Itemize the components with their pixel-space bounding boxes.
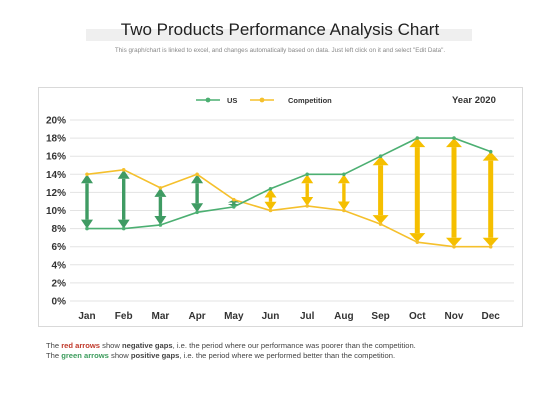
series-us-line-point xyxy=(452,136,456,140)
x-tick-label: Apr xyxy=(188,311,205,322)
x-tick-label: Aug xyxy=(334,311,353,322)
y-tick-label: 18% xyxy=(46,134,66,145)
footnote-green-arrows: green arrows xyxy=(61,351,109,360)
series-competition-line-point xyxy=(378,222,383,226)
gap-arrow xyxy=(372,156,389,225)
chart-subtitle: This graph/chart is linked to excel, and… xyxy=(114,47,446,54)
legend-us-label: US xyxy=(227,96,237,105)
series-us-line-point xyxy=(85,226,89,231)
year-label: Year 2020 xyxy=(452,95,496,106)
x-tick-label: May xyxy=(224,311,244,322)
x-tick-label: Jan xyxy=(78,311,95,322)
series-competition-line-point xyxy=(305,204,310,208)
gap-arrow xyxy=(482,151,499,247)
gap-arrow xyxy=(409,138,426,243)
chart-frame[interactable] xyxy=(38,87,523,327)
y-tick-label: 16% xyxy=(46,152,66,163)
chart-title: Two Products Performance Analysis Chart xyxy=(120,20,440,39)
y-tick-label: 4% xyxy=(52,260,67,271)
series-us-line-point xyxy=(232,205,236,209)
series-us-line-point xyxy=(305,172,310,177)
footnote-negative-gaps: negative gaps xyxy=(122,341,173,350)
series-us-line-point xyxy=(195,210,199,215)
series-us-line-point xyxy=(378,154,383,158)
series-competition-line-point xyxy=(415,240,420,244)
series-us-line-point xyxy=(268,186,273,191)
y-tick-label: 2% xyxy=(52,278,67,289)
series-us-line-point xyxy=(342,172,346,177)
x-tick-label: Sep xyxy=(371,311,389,322)
footnote-red-arrows: red arrows xyxy=(61,341,101,350)
y-tick-label: 10% xyxy=(46,206,66,217)
series-us-line xyxy=(87,137,491,230)
series-competition-line-point xyxy=(158,186,163,190)
x-tick-label: Dec xyxy=(482,311,501,322)
x-tick-label: Mar xyxy=(152,311,170,322)
gap-arrow xyxy=(264,188,277,211)
x-tick-label: Jul xyxy=(300,311,315,322)
series-us-line-point xyxy=(415,136,420,140)
series-us-line-point xyxy=(488,149,493,154)
legend-us-marker xyxy=(205,97,211,103)
gap-arrow xyxy=(301,174,314,206)
x-tick-label: Jun xyxy=(262,311,280,322)
y-tick-label: 20% xyxy=(46,116,66,127)
series-us-line-point xyxy=(121,226,126,231)
series-us-line-point xyxy=(158,223,163,227)
gap-arrow xyxy=(446,138,462,247)
series-competition-line-point xyxy=(268,208,273,213)
x-tick-label: Oct xyxy=(409,311,426,322)
title-highlight-bar xyxy=(86,29,472,41)
series-competition-line-point xyxy=(232,197,236,202)
gap-arrow xyxy=(191,174,204,213)
y-tick-label: 14% xyxy=(46,170,66,181)
gap-arrow xyxy=(117,169,130,229)
footnote: The red arrows show negative gaps, i.e. … xyxy=(46,341,416,361)
legend-competition-label: Competition xyxy=(288,96,332,105)
footnote-line-positive: The green arrows show positive gaps, i.e… xyxy=(46,351,396,360)
legend-competition-marker xyxy=(259,97,265,103)
series-competition-line-point xyxy=(195,172,199,177)
y-tick-label: 8% xyxy=(52,224,67,235)
series-competition-line-point xyxy=(488,244,493,249)
x-tick-label: Feb xyxy=(115,311,133,322)
series-competition-line-point xyxy=(85,172,89,177)
series-competition-line-point xyxy=(342,208,346,213)
y-tick-label: 6% xyxy=(52,242,67,253)
gap-arrow xyxy=(337,174,350,211)
series-competition-line-point xyxy=(121,167,126,172)
gap-arrow xyxy=(154,187,167,225)
series-competition-line-point xyxy=(452,244,456,249)
gap-arrow xyxy=(81,174,93,229)
y-tick-label: 12% xyxy=(46,188,66,199)
footnote-line-negative: The red arrows show negative gaps, i.e. … xyxy=(46,341,416,350)
footnote-positive-gaps: positive gaps xyxy=(130,351,180,360)
y-tick-label: 0% xyxy=(52,297,67,308)
series-competition-line xyxy=(86,168,491,248)
x-tick-label: Nov xyxy=(445,311,464,322)
